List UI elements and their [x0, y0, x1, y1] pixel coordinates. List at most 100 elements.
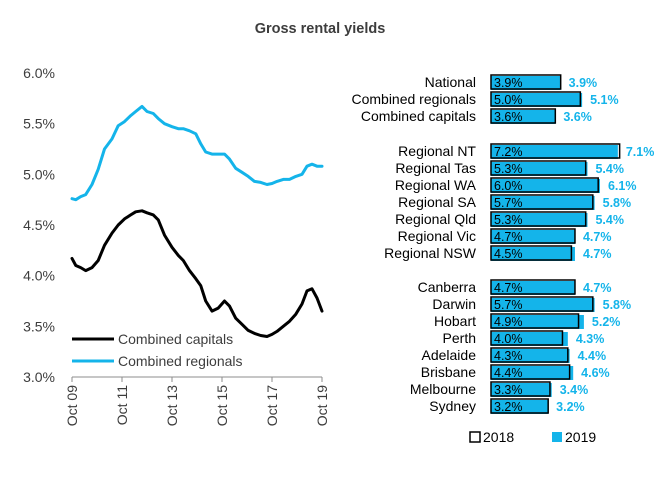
bar-2018-value-label: 3.3% [494, 383, 523, 397]
bar-2019-value-label: 5.4% [595, 213, 624, 227]
bar-2019-value-label: 3.2% [556, 400, 585, 414]
bar-chart: National 3.9% 3.9% Combined regionals 5.0% 5.… [351, 74, 654, 445]
bar-category-label: Regional SA [398, 194, 476, 210]
bar-2019-value-label: 4.3% [576, 332, 605, 346]
bar-2019 [491, 145, 618, 159]
x-tick-label: Oct 13 [164, 385, 180, 426]
bar-category-label: Adelaide [422, 347, 477, 363]
bar-2018-value-label: 5.7% [494, 298, 523, 312]
x-tick-label: Oct 17 [264, 385, 280, 426]
bar-2019 [491, 196, 595, 210]
bar-2018 [490, 91, 582, 107]
y-tick-label: 6.0% [23, 65, 55, 81]
bar-category-label: Regional Vic [398, 228, 476, 244]
bar-2018 [490, 108, 557, 124]
bar-2018 [490, 160, 587, 176]
bar-2019-value-label: 5.2% [592, 315, 621, 329]
bar-2019 [491, 230, 575, 244]
bar-2019 [491, 247, 575, 261]
legend-label-2019: 2019 [565, 429, 596, 445]
line-chart: 6.0% 5.5% 5.0% 4.5% 4.0% 3.5% 3.0% Oct 09 Oct 11… [23, 65, 330, 426]
bar-category-label: Regional Qld [395, 211, 476, 227]
y-tick-label: 3.0% [23, 369, 55, 385]
bar-2019 [491, 76, 561, 90]
bar-2019 [491, 298, 595, 312]
x-tick-label: Oct 19 [314, 385, 330, 426]
bar-2018 [490, 228, 576, 244]
bar-2019-value-label: 4.7% [583, 247, 612, 261]
bar-2019-value-label: 4.4% [578, 349, 607, 363]
bar-category-label: Regional WA [395, 177, 477, 193]
bar-2019-value-label: 5.8% [603, 298, 632, 312]
bar-category-label: Canberra [418, 279, 477, 295]
bar-2019-value-label: 4.7% [583, 230, 612, 244]
bar-2018-value-label: 5.0% [494, 93, 523, 107]
bar-category-label: Combined capitals [361, 108, 476, 124]
y-tick-label: 4.0% [23, 268, 55, 284]
bar-2018-value-label: 5.3% [494, 162, 523, 176]
legend-label: Combined capitals [118, 331, 233, 347]
bar-category-label: Regional NT [398, 143, 476, 159]
y-tick-label: 4.5% [23, 217, 55, 233]
bar-category-label: Sydney [429, 398, 476, 414]
bar-2019-value-label: 5.4% [595, 162, 624, 176]
bar-2018 [490, 245, 573, 261]
bar-2019-value-label: 3.9% [569, 76, 598, 90]
bar-2018 [490, 398, 549, 414]
y-tick-label: 3.5% [23, 318, 55, 334]
bar-2019 [491, 383, 552, 397]
bar-2019 [491, 332, 568, 346]
bar-2018 [490, 296, 594, 312]
bar-2018-value-label: 4.9% [494, 315, 523, 329]
bar-category-label: National [425, 74, 476, 90]
bar-2018-value-label: 3.6% [494, 110, 523, 124]
bar-2018 [490, 347, 569, 363]
series-line-combined-capitals [70, 209, 324, 338]
bar-2018-value-label: 5.7% [494, 196, 523, 210]
bar-2019-value-label: 4.6% [581, 366, 610, 380]
bar-2018-value-label: 4.5% [494, 247, 523, 261]
x-tick-label: Oct 11 [114, 385, 130, 425]
bar-2018-value-label: 3.9% [494, 76, 523, 90]
bar-2018-value-label: 4.0% [494, 332, 523, 346]
bar-2019-value-label: 5.8% [603, 196, 632, 210]
bar-2019-value-label: 6.1% [608, 179, 637, 193]
bar-2019 [491, 366, 574, 380]
bar-2019-value-label: 7.1% [626, 145, 655, 159]
series-line-combined-regionals [70, 104, 324, 202]
bar-2018-value-label: 7.2% [494, 145, 523, 159]
legend-label-2018: 2018 [483, 429, 514, 445]
bar-category-label: Hobart [434, 313, 476, 329]
bar-2018-value-label: 3.2% [494, 400, 523, 414]
bar-2019 [491, 400, 549, 414]
legend-swatch-2019 [552, 432, 562, 442]
chart-title: Gross rental yields [255, 21, 386, 37]
bar-category-label: Regional NSW [384, 245, 477, 261]
bar-category-label: Melbourne [410, 381, 476, 397]
bar-2019 [491, 110, 556, 124]
bar-2019 [491, 281, 575, 295]
bar-2019 [491, 213, 588, 227]
bar-2018-value-label: 4.7% [494, 230, 523, 244]
bar-2019 [491, 349, 570, 363]
x-tick-label: Oct 15 [214, 385, 230, 426]
bar-2018 [490, 74, 562, 90]
bar-2018-value-label: 4.7% [494, 281, 523, 295]
bar-2018 [490, 211, 587, 227]
bar-2018 [490, 279, 576, 295]
bar-2018 [490, 330, 564, 346]
bar-category-label: Combined regionals [351, 91, 476, 107]
legend-swatch-2018 [469, 431, 481, 443]
bar-category-label: Darwin [432, 296, 476, 312]
bar-2019-value-label: 5.1% [590, 93, 619, 107]
bar-2018 [490, 177, 599, 193]
bar-category-label: Perth [443, 330, 476, 346]
bar-2018 [490, 194, 594, 210]
y-tick-label: 5.5% [23, 116, 55, 132]
bar-category-label: Brisbane [421, 364, 476, 380]
bar-2019 [491, 162, 588, 176]
bar-2019 [491, 315, 584, 329]
bar-2018 [490, 313, 580, 329]
